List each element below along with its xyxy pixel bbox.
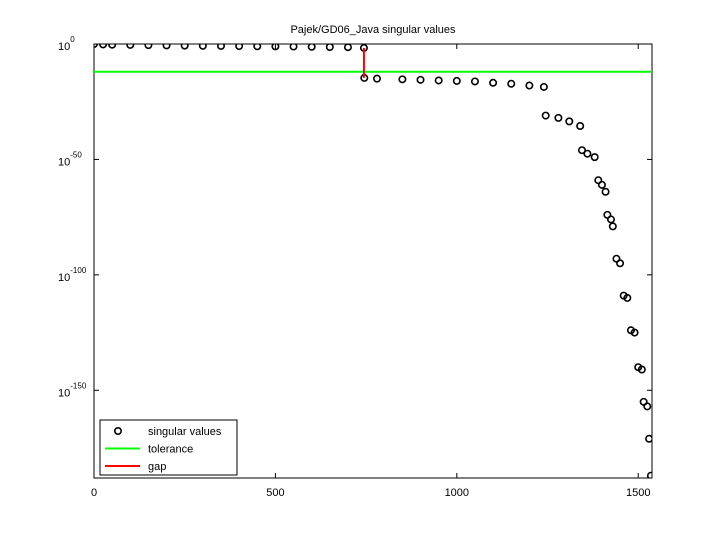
legend-label: singular values (148, 426, 222, 438)
data-point (99, 44, 108, 49)
data-point (525, 81, 534, 90)
x-tick-label: 500 (266, 487, 284, 499)
y-tick-label: 10-50 (58, 151, 82, 169)
data-point (554, 113, 563, 122)
plot-content (94, 44, 652, 478)
data-point (630, 328, 639, 337)
data-point (539, 82, 548, 91)
data-point (645, 434, 652, 443)
data-point (216, 44, 225, 50)
data-point (489, 78, 498, 87)
data-point (507, 79, 516, 88)
y-tick-label: 100 (58, 35, 75, 53)
x-tick-label: 1500 (626, 487, 650, 499)
data-point (590, 153, 599, 162)
data-point (126, 44, 135, 49)
data-point (162, 44, 171, 50)
data-point (289, 44, 298, 51)
data-point (601, 187, 610, 196)
data-point (597, 180, 606, 189)
data-point (470, 77, 479, 86)
data-point (271, 44, 280, 51)
data-point (608, 222, 617, 231)
data-point (343, 44, 352, 52)
data-point (198, 44, 207, 50)
data-point (372, 74, 381, 83)
data-point (583, 149, 592, 158)
data-point (565, 117, 574, 126)
data-point (108, 44, 117, 49)
data-point (325, 44, 334, 52)
data-point (144, 44, 153, 50)
data-point (452, 76, 461, 85)
plot-area (93, 43, 653, 479)
data-point (643, 402, 652, 411)
data-point (637, 365, 646, 374)
chart-title: Pajek/GD06_Java singular values (290, 24, 456, 36)
data-point (416, 75, 425, 84)
legend-marker (114, 426, 123, 435)
y-tick-label: 10-150 (58, 381, 87, 399)
legend-label: gap (148, 461, 166, 473)
data-point (607, 215, 616, 224)
data-point (646, 471, 652, 478)
data-point (623, 293, 632, 302)
data-point (235, 44, 244, 51)
data-point (398, 75, 407, 84)
data-point (94, 44, 98, 48)
data-point (180, 44, 189, 50)
data-point (576, 122, 585, 131)
data-point (307, 44, 316, 51)
y-tick-label: 10-100 (58, 266, 87, 284)
x-tick-label: 0 (91, 487, 97, 499)
data-point (541, 111, 550, 120)
data-point (577, 146, 586, 155)
data-point (616, 259, 625, 268)
data-point (253, 44, 262, 51)
data-point (434, 76, 443, 85)
x-tick-label: 1000 (445, 487, 469, 499)
legend-label: tolerance (148, 443, 193, 455)
